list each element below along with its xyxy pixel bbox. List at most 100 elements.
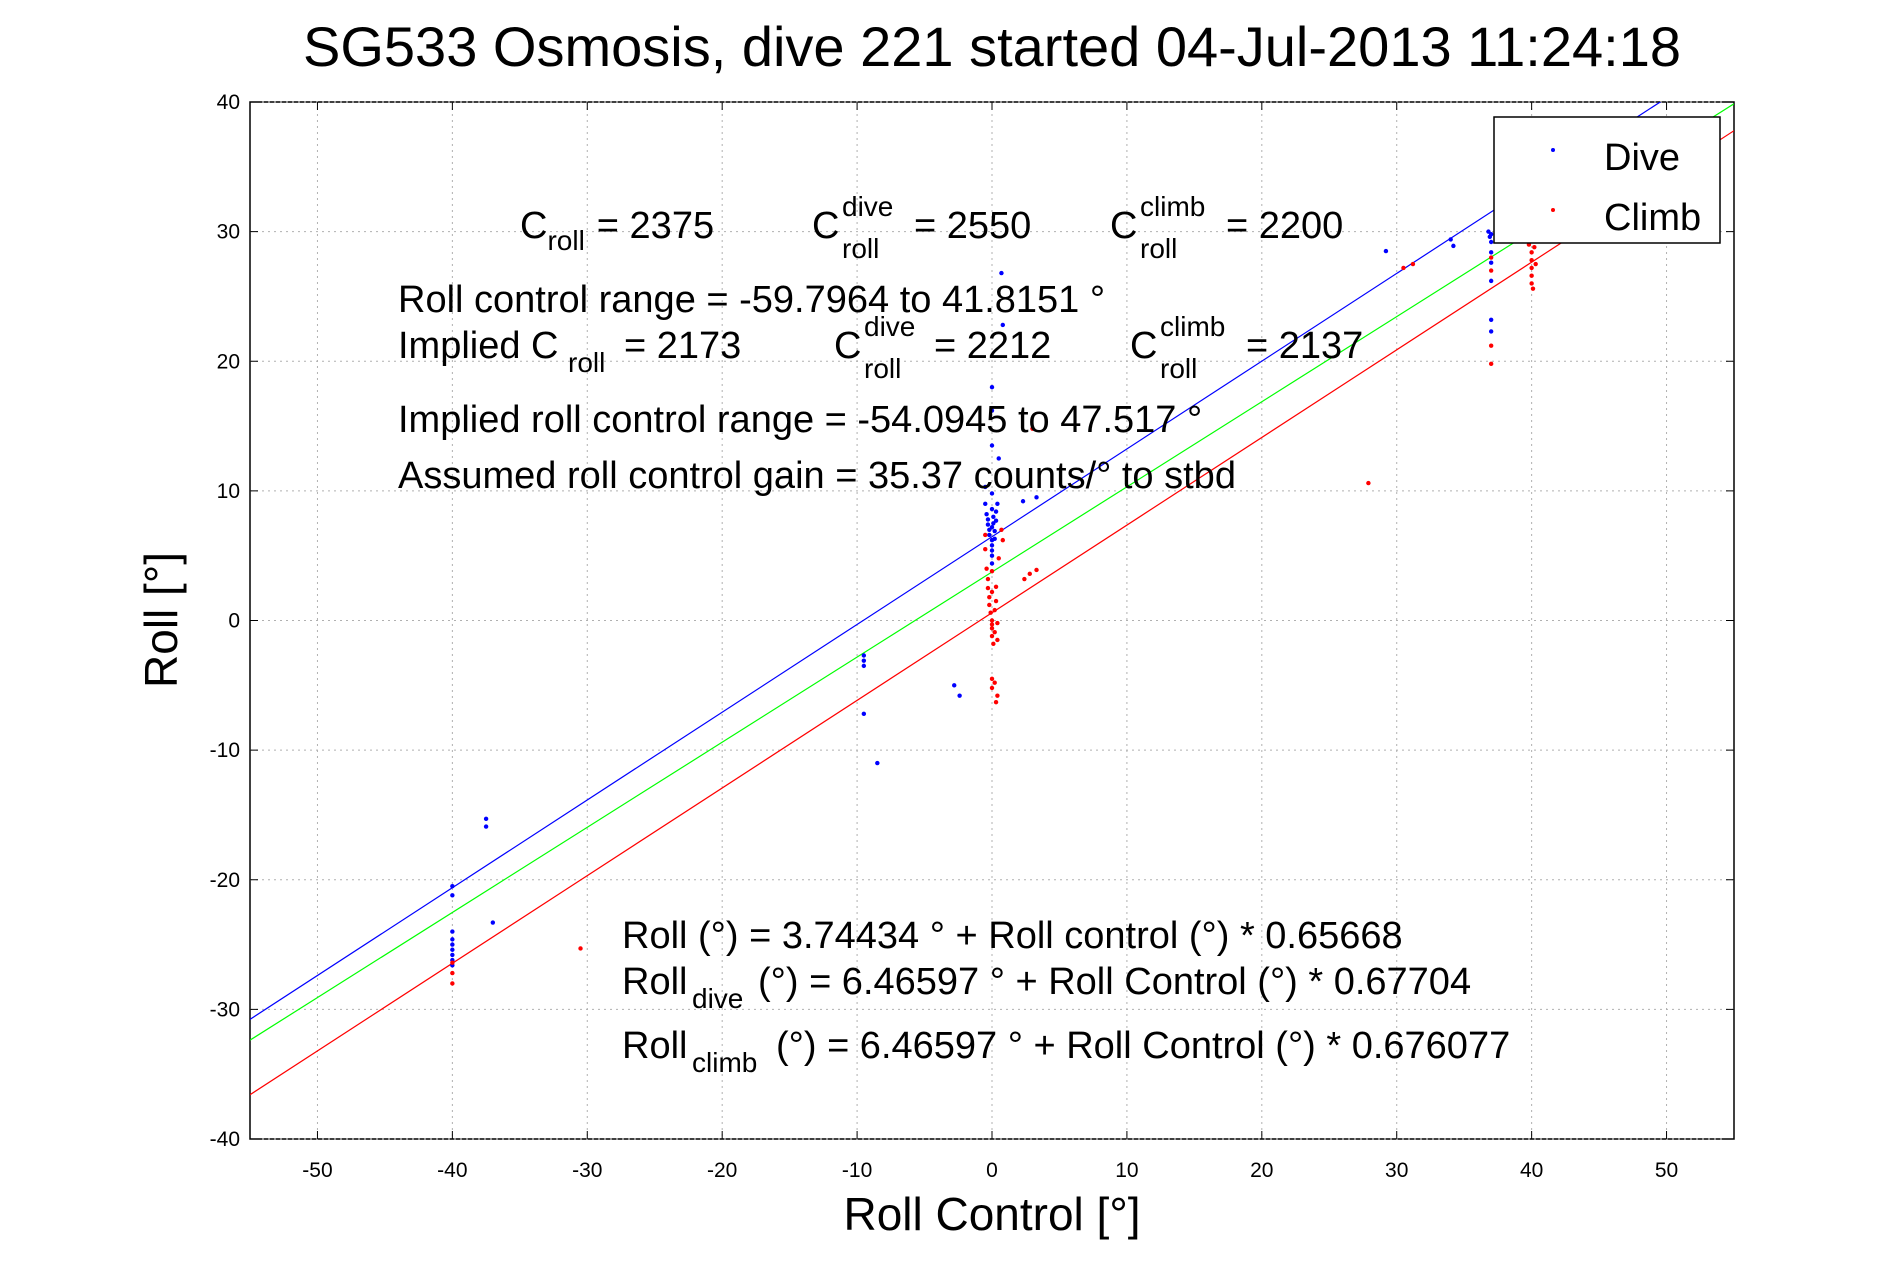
dive-point bbox=[861, 658, 867, 663]
y-tick-label: 0 bbox=[228, 610, 240, 633]
dive-point bbox=[987, 532, 992, 538]
dive-point bbox=[989, 561, 995, 566]
svg-text:= 2137: = 2137 bbox=[1246, 325, 1363, 367]
y-tick-label: -20 bbox=[210, 869, 240, 892]
dive-point bbox=[989, 443, 995, 448]
dive-point bbox=[989, 524, 995, 530]
dive-point bbox=[989, 384, 995, 390]
climb-point bbox=[989, 633, 995, 639]
climb-point bbox=[999, 527, 1004, 532]
climb-point bbox=[1529, 265, 1534, 271]
dive-point bbox=[861, 711, 867, 717]
dive-point bbox=[1020, 499, 1026, 504]
roll-control-gain: Assumed roll control gain = 35.37 counts… bbox=[398, 455, 1236, 497]
climb-point bbox=[992, 680, 997, 685]
svg-text:roll: roll bbox=[864, 353, 901, 384]
x-tick-label: -50 bbox=[302, 1159, 332, 1182]
data-points bbox=[450, 229, 1538, 986]
svg-text:= 2212: = 2212 bbox=[934, 325, 1051, 367]
legend-climb-marker bbox=[1551, 208, 1555, 212]
climb-point bbox=[993, 598, 999, 604]
axis-ticks: -50 -40 -30 -20 -10 0 10 20 30 40 50 -40 -30 -20 -10 0 1… bbox=[210, 91, 1734, 1182]
climb-point bbox=[989, 622, 995, 627]
dive-point bbox=[992, 536, 997, 542]
dive-point bbox=[983, 484, 988, 490]
svg-text:dive: dive bbox=[842, 191, 893, 222]
dive-point bbox=[450, 884, 455, 889]
dive-point bbox=[995, 501, 1000, 507]
implied-c-roll-dive-annotation: C dive roll = 2212 bbox=[834, 311, 1051, 384]
climb-point bbox=[993, 699, 999, 705]
implied-c-roll-annotation: Implied C roll = 2173 bbox=[398, 325, 741, 378]
dive-point bbox=[450, 947, 455, 952]
dive-point bbox=[1488, 232, 1494, 237]
svg-text:C: C bbox=[1130, 325, 1157, 367]
climb-point bbox=[989, 589, 995, 595]
dive-point bbox=[993, 509, 999, 514]
climb-point bbox=[450, 960, 455, 965]
dive-point bbox=[450, 942, 455, 947]
climb-point bbox=[992, 607, 997, 613]
svg-text:roll: roll bbox=[1140, 233, 1177, 264]
dive-point bbox=[483, 816, 489, 822]
climb-point bbox=[1529, 250, 1534, 255]
svg-text:C: C bbox=[812, 205, 839, 247]
dive-point bbox=[1000, 322, 1005, 328]
dive-point bbox=[1383, 248, 1389, 254]
svg-text:= 2173: = 2173 bbox=[624, 325, 741, 367]
climb-point bbox=[996, 556, 1001, 561]
climb-point bbox=[1488, 268, 1494, 273]
dive-point bbox=[989, 491, 995, 496]
svg-text:roll: roll bbox=[1160, 353, 1197, 384]
x-tick-label: -30 bbox=[572, 1159, 602, 1182]
svg-text:Croll= 2375: Croll = 2375 bbox=[520, 205, 714, 256]
dive-point bbox=[985, 517, 991, 522]
climb-point bbox=[1532, 244, 1537, 250]
climb-point bbox=[989, 676, 995, 682]
legend-dive-label: Dive bbox=[1604, 137, 1680, 179]
svg-text:roll: roll bbox=[568, 347, 605, 378]
svg-text:(°) = 6.46597 ° + Roll Control: (°) = 6.46597 ° + Roll Control (°) * 0.6… bbox=[776, 1025, 1510, 1067]
dive-point bbox=[985, 522, 991, 527]
climb-point bbox=[578, 946, 583, 951]
dive-point bbox=[450, 893, 455, 898]
y-tick-label: 40 bbox=[217, 91, 240, 114]
dive-point bbox=[1488, 260, 1494, 265]
svg-text:dive: dive bbox=[692, 983, 743, 1014]
dive-point bbox=[999, 270, 1004, 276]
dive-point bbox=[450, 952, 455, 958]
dive-point bbox=[989, 548, 995, 553]
climb-point bbox=[1030, 426, 1035, 431]
x-tick-label: 0 bbox=[986, 1159, 998, 1182]
svg-text:= 2200: = 2200 bbox=[1226, 205, 1343, 247]
y-tick-label: -10 bbox=[210, 739, 240, 762]
y-tick-label: 20 bbox=[217, 350, 240, 373]
c-roll-climb-annotation: C climb roll = 2200 bbox=[1110, 191, 1343, 264]
svg-text:Roll: Roll bbox=[622, 961, 687, 1003]
climb-point bbox=[985, 585, 991, 591]
x-tick-label: 30 bbox=[1385, 1159, 1408, 1182]
dive-point bbox=[483, 824, 489, 829]
dive-point bbox=[989, 553, 995, 558]
climb-point bbox=[1027, 571, 1032, 577]
legend-box bbox=[1493, 116, 1721, 244]
climb-point bbox=[995, 637, 1000, 643]
implied-roll-control-range: Implied roll control range = -54.0945 to… bbox=[398, 399, 1202, 441]
x-tick-label: -40 bbox=[437, 1159, 467, 1182]
climb-point bbox=[988, 610, 993, 615]
c-roll-annotation: Croll = 2375 bbox=[520, 205, 714, 256]
implied-c-roll-climb-annotation: C climb roll = 2137 bbox=[1130, 311, 1363, 384]
svg-text:C: C bbox=[1110, 205, 1137, 247]
climb-point bbox=[989, 685, 995, 691]
climb-point bbox=[1529, 273, 1534, 278]
dive-point bbox=[1448, 237, 1453, 242]
equation-dive: Roll dive (°) = 6.46597 ° + Roll Control… bbox=[622, 961, 1471, 1014]
climb-point bbox=[984, 566, 989, 571]
x-tick-label: 50 bbox=[1655, 1159, 1678, 1182]
svg-text:C: C bbox=[834, 325, 861, 367]
x-tick-label: 20 bbox=[1250, 1159, 1273, 1182]
climb-point bbox=[1488, 343, 1494, 348]
svg-text:roll: roll bbox=[842, 233, 879, 264]
climb-point bbox=[1488, 255, 1494, 260]
